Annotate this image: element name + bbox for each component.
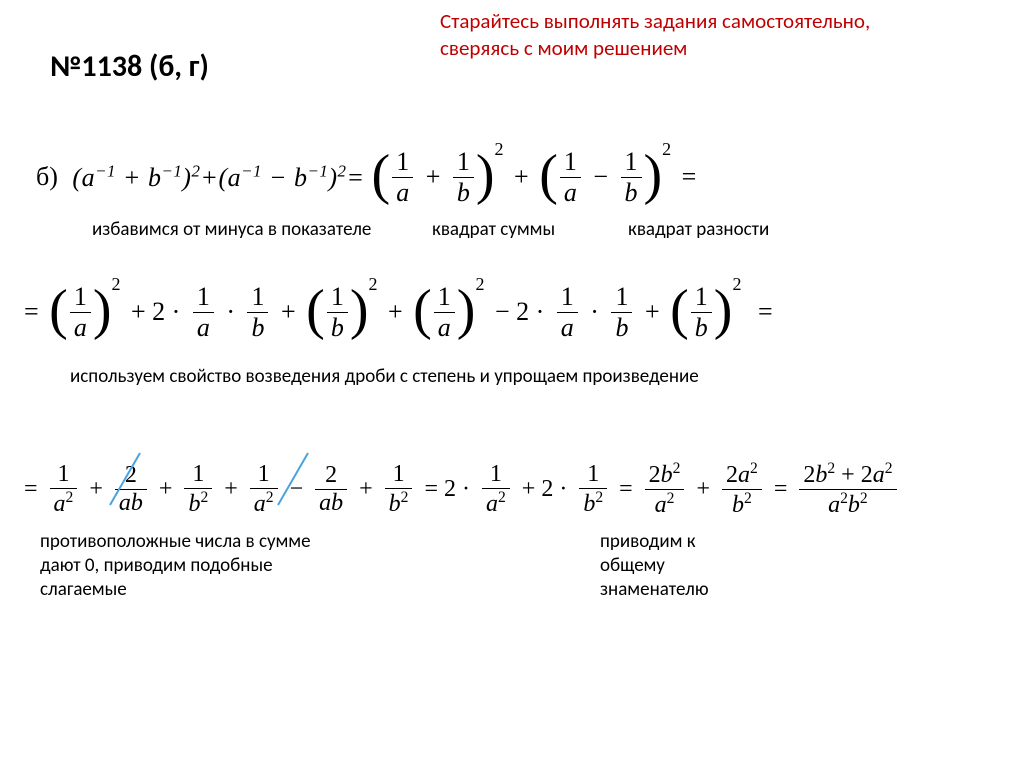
instruction-note: Старайтесь выполнять задания самостоятел… <box>440 8 870 63</box>
note-line1: Старайтесь выполнять задания самостоятел… <box>440 8 870 34</box>
note-line2: сверяясь с моим решением <box>440 35 687 61</box>
annot-square-diff: квадрат разности <box>628 218 769 242</box>
annot-fraction-power: используем свойство возведения дроби с с… <box>70 365 699 389</box>
annot-square-sum: квадрат суммы <box>432 218 555 242</box>
math-line-2: = (1a)2 + 2 · 1a · 1b + (1b)2 + (1a)2 − … <box>20 280 777 344</box>
annot-minus-exponent: избавимся от минуса в показателе <box>92 218 371 242</box>
part-label: б) <box>36 162 58 192</box>
annot-opposites: противоположные числа в сумме дают 0, пр… <box>40 530 311 601</box>
page-title: №1138 (б, г) <box>50 48 209 85</box>
annot-common-denominator: приводим к общему знаменателю <box>600 530 709 601</box>
math-line-3: = 1a2 + 2ab + 1b2 + 1a2 − 2ab + 1b2 = 2 … <box>20 460 899 519</box>
math-line-1: б) (a−1 + b−1)2+(a−1 − b−1)2= (1a + 1b)2… <box>36 145 700 209</box>
